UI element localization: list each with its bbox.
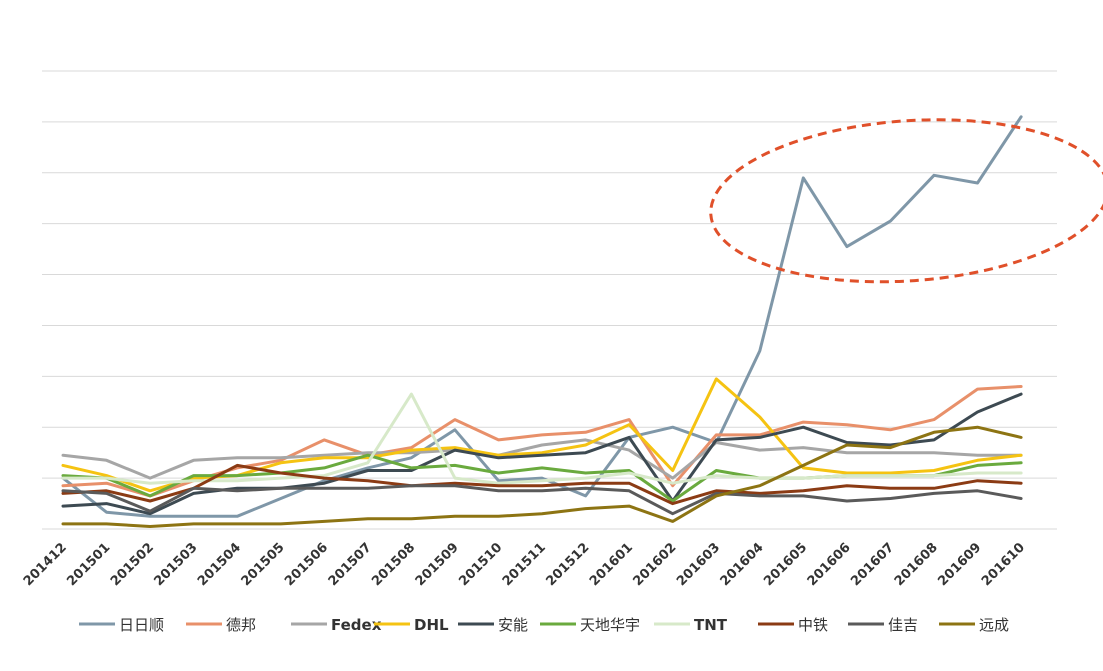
series-line-8 (61, 484, 1023, 516)
x-tick-label: 201610 (979, 540, 1028, 589)
x-tick-label: 201506 (282, 540, 331, 589)
x-tick-label: 201604 (718, 540, 767, 589)
series-line-2 (61, 438, 1023, 480)
legend-label: 天地华宇 (580, 616, 640, 634)
series-line-6 (61, 392, 1023, 485)
legend-label: 日日顺 (119, 616, 164, 634)
x-tick-label: 201608 (892, 540, 941, 589)
x-tick-label: 201609 (935, 540, 984, 589)
x-tick-label: 201505 (239, 540, 288, 589)
legend-label: 安能 (498, 616, 528, 634)
x-tick-label: 201510 (456, 540, 505, 589)
x-tick-label: 201412 (21, 540, 70, 589)
series-line-7 (61, 463, 1023, 506)
x-tick-label: 201503 (151, 540, 200, 589)
legend: 日日顺 德邦 Fedex DHL 安能 天地华宇 TNT 中铁 佳吉 远成 (79, 616, 1009, 634)
legend-label: TNT (694, 616, 728, 634)
x-tick-label: 201501 (64, 540, 113, 589)
x-tick-label: 201601 (587, 540, 636, 589)
legend-label: 远成 (979, 616, 1009, 634)
x-tick-label: 201607 (848, 540, 897, 589)
x-tick-label: 201507 (326, 540, 375, 589)
series-lines (61, 115, 1023, 528)
series-line-0 (61, 115, 1023, 518)
highlight-ellipse (709, 118, 1103, 284)
x-axis-tick-labels: 2014122015012015022015032015042015052015… (21, 540, 1028, 589)
series-line-9 (61, 425, 1023, 528)
x-tick-label: 201605 (761, 540, 810, 589)
highlight-annotation (709, 118, 1103, 284)
legend-label: 中铁 (798, 616, 828, 634)
x-tick-label: 201504 (195, 540, 244, 589)
x-tick-label: 201509 (413, 540, 462, 589)
x-tick-label: 201512 (543, 540, 592, 589)
legend-label: 德邦 (226, 616, 256, 634)
x-tick-label: 201508 (369, 540, 418, 589)
legend-label: 佳吉 (888, 616, 918, 634)
x-tick-label: 201603 (674, 540, 723, 589)
x-tick-label: 201502 (108, 540, 157, 589)
x-tick-label: 201602 (631, 540, 680, 589)
legend-label: DHL (414, 616, 449, 634)
x-tick-label: 201606 (805, 540, 854, 589)
x-tick-label: 201511 (500, 540, 549, 589)
legend-label: Fedex (331, 616, 382, 634)
